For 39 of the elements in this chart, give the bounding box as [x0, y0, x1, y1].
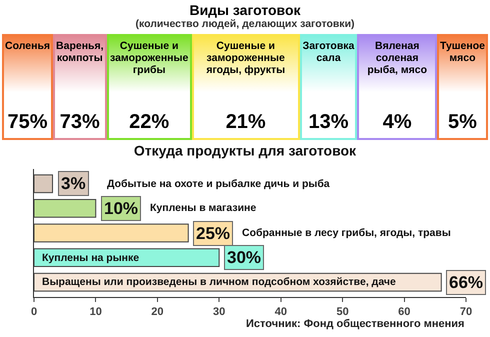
x-tick-label: 10 [90, 306, 102, 318]
data-label: 10% [104, 199, 138, 218]
y-tick-label: Выращены или произведены в личном подсобном хозяйстве, даче [42, 276, 396, 288]
x-tick-label: 40 [274, 306, 287, 318]
x-tick-label: 60 [398, 306, 410, 318]
category-label: Сушеные и замороженные ягоды, фрукты [205, 40, 286, 76]
data-label: 75% [8, 111, 48, 134]
category-label: Заготовка сала [302, 40, 354, 64]
text: Источник: Фонд общественного мнения [246, 318, 464, 330]
y-tick-label: Куплены в магазине [150, 202, 256, 214]
data-label: 5% [448, 111, 477, 134]
data-label: 22% [129, 111, 170, 134]
data-label: 25% [196, 224, 230, 243]
text: (количество людей, делающих заготовки) [134, 18, 356, 31]
category-label: Сушеные и замороженные грибы [110, 40, 189, 76]
data-label: 73% [60, 111, 100, 134]
category-label: Вяленая соленая рыба, мясо [366, 40, 428, 76]
x-tick-label: 20 [151, 306, 164, 318]
category-label: Варенья, компоты [56, 40, 104, 64]
data-label: 13% [308, 111, 349, 134]
data-label: 3% [61, 174, 86, 193]
text: Виды заготовок [188, 1, 302, 18]
category-label: Тушеное мясо [440, 40, 485, 64]
y-tick-label: Собранные в лесу грибы, ягоды, травы [242, 227, 451, 239]
x-tick-label: 50 [336, 306, 349, 318]
y-tick-label: Добытые на охоте и рыбалке дичь и рыба [107, 178, 330, 190]
bar [34, 174, 54, 194]
data-label: 4% [382, 111, 412, 134]
data-label: 30% [227, 248, 262, 267]
chart-title: Откуда продукты для заготовок [134, 142, 358, 159]
bar [34, 224, 189, 242]
data-label: 66% [449, 273, 484, 292]
x-tick-label: 70 [460, 306, 472, 318]
data-label: 21% [226, 111, 266, 134]
y-tick-label: Куплены на рынке [42, 252, 140, 264]
x-tick-label: 30 [213, 306, 226, 318]
x-tick-label: 0 [30, 306, 38, 318]
category-label: Соленья [5, 40, 50, 52]
bar [34, 199, 96, 218]
